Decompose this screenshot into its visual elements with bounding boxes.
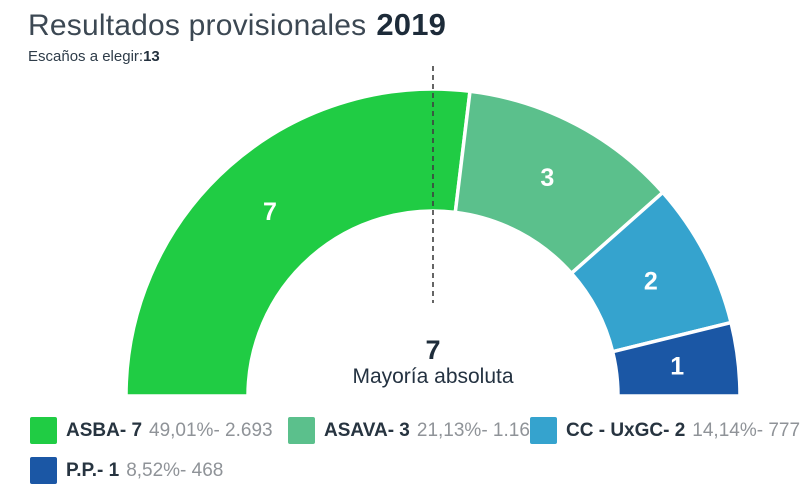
legend-party-label: CC - UxGC- 2 (566, 419, 686, 441)
legend-party-stats: 8,52%- 468 (126, 459, 224, 481)
legend-party-label: ASAVA- 3 (324, 419, 410, 441)
majority-annotation: 7 Mayoría absoluta (352, 336, 513, 390)
majority-value: 7 (425, 335, 441, 365)
legend-color-swatch-icon (30, 457, 57, 484)
majority-caption: Mayoría absoluta (352, 365, 514, 388)
seats-total-value: 13 (143, 48, 160, 65)
seats-to-elect-line: Escaños a elegir:13 (28, 48, 446, 65)
legend-item-asava: ASAVA- 3 21,13%- 1.161 (288, 417, 540, 444)
legend-item-pp: P.P.- 1 8,52%- 468 (30, 457, 223, 484)
page-header: Resultados provisionales 2019 Escaños a e… (28, 7, 447, 66)
legend-party-label: ASBA- 7 (66, 419, 143, 441)
segment-seats-label: 2 (644, 268, 658, 296)
legend-item-cc-uxgc: CC - UxGC- 2 14,14%- 777 (530, 417, 800, 444)
legend-item-asba: ASBA- 7 49,01%- 2.693 (30, 417, 273, 444)
segment-seats-label: 3 (540, 164, 554, 192)
segment-seats-label: 7 (263, 198, 277, 226)
legend-party-stats: 14,14%- 777 (692, 419, 800, 441)
page-title: Resultados provisionales (28, 9, 367, 42)
year-label: 2019 (376, 7, 447, 42)
segment-seats-label: 1 (670, 352, 684, 380)
legend-color-swatch-icon (288, 417, 315, 444)
segment-asba (124, 87, 472, 398)
legend-party-stats: 21,13%- 1.161 (416, 419, 541, 441)
legend-color-swatch-icon (30, 417, 57, 444)
legend-party-stats: 49,01%- 2.693 (149, 419, 273, 441)
seats-to-elect-label: Escaños a elegir: (28, 48, 144, 65)
legend-color-swatch-icon (530, 417, 557, 444)
legend-party-label: P.P.- 1 (66, 459, 120, 481)
segment-pp (610, 320, 742, 398)
